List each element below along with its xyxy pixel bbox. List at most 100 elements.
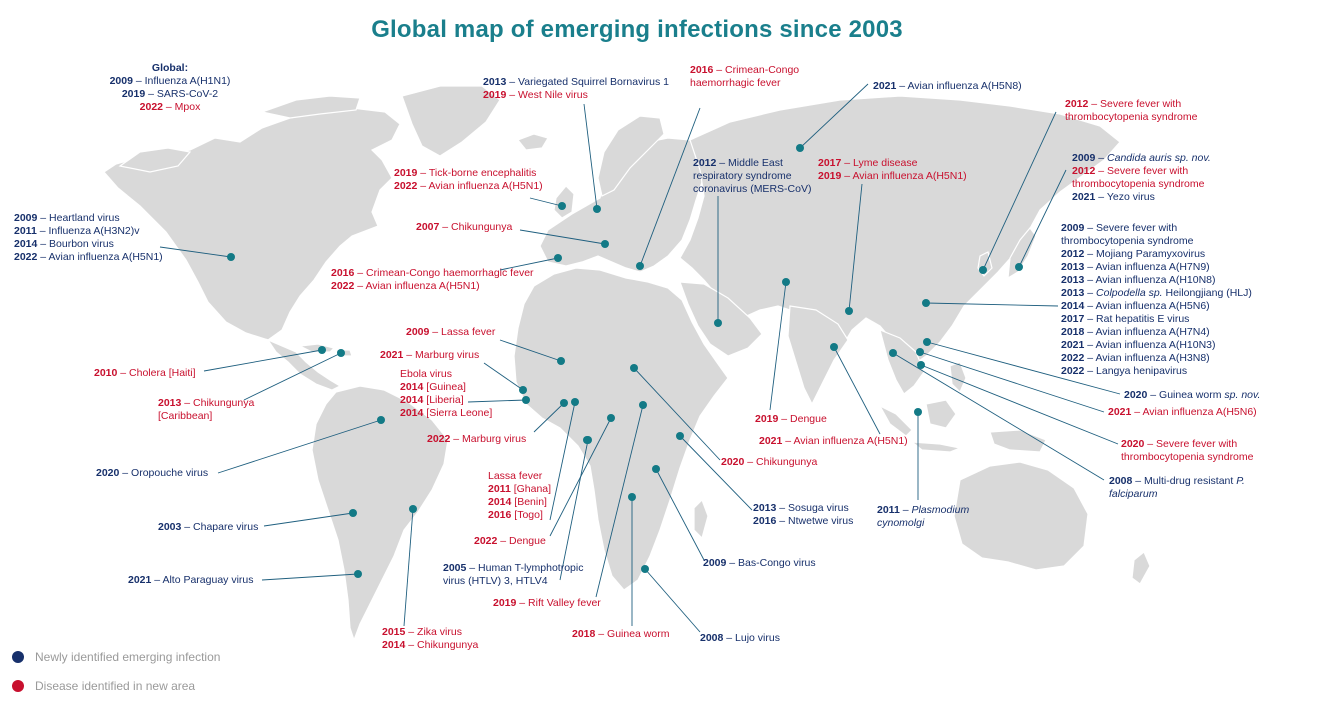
annotation-year: 2020 bbox=[1124, 389, 1148, 401]
annotation-mers: 2012 – Middle East respiratory syndrome co… bbox=[693, 157, 811, 196]
location-dot-ebola bbox=[522, 396, 530, 404]
annotation-year: 2009 bbox=[406, 326, 430, 338]
annotation-text: [Liberia] bbox=[423, 394, 464, 406]
annotation-guinea-worm-2020: 2020 – Guinea worm sp. nov. bbox=[1124, 389, 1260, 402]
annotation-line: 2013 – Variegated Squirrel Bornavirus 1 bbox=[483, 76, 669, 89]
leader-line-chapare bbox=[263, 512, 354, 527]
annotation-haiti: 2010 – Cholera [Haiti] bbox=[94, 367, 196, 380]
annotation-year: 2016 bbox=[690, 64, 714, 76]
annotation-usa: 2009 – Heartland virus 2011 – Influenza A… bbox=[14, 212, 163, 264]
annotation-text: virus (HTLV) 3, HTLV4 bbox=[443, 575, 548, 587]
annotation-text: – Alto Paraguay virus bbox=[151, 574, 254, 586]
annotation-line: 2020 – Oropouche virus bbox=[96, 467, 208, 480]
annotation-text: – Avian influenza A(H5N6) bbox=[1084, 300, 1210, 312]
annotation-dengue-2019: 2019 – Dengue bbox=[755, 413, 827, 426]
annotation-line: 2021 – Avian influenza A(H5N6) bbox=[1108, 406, 1257, 419]
annotation-line: 2009 – Bas-Congo virus bbox=[703, 557, 816, 570]
annotation-line: 2014 – Chikungunya bbox=[382, 639, 478, 652]
annotation-text: – Dengue bbox=[497, 535, 546, 547]
annotation-text: – Avian influenza A(H5N1) bbox=[37, 251, 163, 263]
location-dot-china bbox=[922, 299, 930, 307]
location-dot-cchf-2016 bbox=[636, 262, 644, 270]
annotation-text: – Avian influenza A(H5N1) bbox=[841, 170, 967, 182]
annotation-text: – Severe fever with bbox=[1144, 438, 1238, 450]
annotation-year: 2019 bbox=[394, 167, 418, 179]
annotation-text: – Avian influenza A(H10N3) bbox=[1084, 339, 1216, 351]
annotation-spain: 2016 – Crimean-Congo haemorrhagic fever 2… bbox=[331, 267, 534, 293]
annotation-text: haemorrhagic fever bbox=[690, 77, 781, 89]
annotation-line: 2009 – Candida auris sp. nov. bbox=[1072, 152, 1211, 165]
annotation-year: 2003 bbox=[158, 521, 182, 533]
java bbox=[910, 441, 963, 453]
annotation-text: – Bas-Congo virus bbox=[726, 557, 816, 569]
annotation-line: 2008 – Lujo virus bbox=[700, 632, 780, 645]
annotation-line: respiratory syndrome bbox=[693, 170, 811, 183]
annotation-marburg-2022: 2022 – Marburg virus bbox=[427, 433, 526, 446]
annotation-text: respiratory syndrome bbox=[693, 170, 792, 182]
location-dot-plasmodium bbox=[914, 408, 922, 416]
annotation-year: 2022 bbox=[427, 433, 451, 445]
annotation-text: – Chapare virus bbox=[181, 521, 259, 533]
new-zealand bbox=[1131, 551, 1151, 585]
annotation-text: [Sierra Leone] bbox=[423, 407, 493, 419]
location-dot-h5n1-2021 bbox=[830, 343, 838, 351]
annotation-sfts-2020: 2020 – Severe fever with thrombocytopenia… bbox=[1121, 438, 1254, 464]
annotation-line: 2020 – Guinea worm sp. nov. bbox=[1124, 389, 1260, 402]
annotation-year: 2016 bbox=[331, 267, 355, 279]
indochina bbox=[879, 328, 925, 395]
annotation-line: thrombocytopenia syndrome bbox=[1121, 451, 1254, 464]
location-dot-haiti bbox=[318, 346, 326, 354]
annotation-text: Ebola virus bbox=[400, 368, 452, 380]
annotation-year: 2017 bbox=[1061, 313, 1085, 325]
annotation-line: 2022 – Mpox bbox=[100, 101, 240, 114]
annotation-text: thrombocytopenia syndrome bbox=[1061, 235, 1194, 247]
annotation-text: thrombocytopenia syndrome bbox=[1121, 451, 1254, 463]
annotation-line: 2012 – Middle East bbox=[693, 157, 811, 170]
annotation-year: 2014 bbox=[400, 381, 424, 393]
annotation-h5n8: 2021 – Avian influenza A(H5N8) bbox=[873, 80, 1022, 93]
annotation-year: 2014 bbox=[14, 238, 38, 250]
annotation-lassa: Lassa fever 2011 [Ghana] 2014 [Benin] 2016 … bbox=[488, 470, 551, 522]
leader-line-japan bbox=[1018, 169, 1067, 268]
leader-line-htlv bbox=[559, 439, 589, 581]
iceland bbox=[517, 133, 549, 151]
annotation-line: Ebola virus bbox=[400, 368, 492, 381]
leader-line-chik-2020 bbox=[633, 367, 721, 461]
location-dot-sosuga bbox=[676, 432, 684, 440]
south-america bbox=[311, 385, 449, 642]
location-dot-zika bbox=[409, 505, 417, 513]
annotation-year: 2020 bbox=[721, 456, 745, 468]
leader-line-mdr bbox=[892, 352, 1105, 481]
annotation-year: 2021 bbox=[128, 574, 152, 586]
annotation-year: 2009 bbox=[109, 75, 133, 87]
annotation-year: 2012 bbox=[1065, 98, 1089, 110]
annotation-line: 2016 – Crimean-Congo bbox=[690, 64, 799, 77]
annotation-year: 2010 bbox=[94, 367, 118, 379]
annotation-text: – Avian influenza A(H7N9) bbox=[1084, 261, 1210, 273]
location-dot-caribbean bbox=[337, 349, 345, 357]
location-dot-dengue-2019 bbox=[782, 278, 790, 286]
annotation-year: 2013 bbox=[483, 76, 507, 88]
location-dot-sfts-2020 bbox=[917, 361, 925, 369]
annotation-year: 2021 bbox=[873, 80, 897, 92]
leader-line-spain bbox=[499, 257, 559, 271]
annotation-text: – Bourbon virus bbox=[37, 238, 114, 250]
central-america bbox=[266, 338, 342, 391]
annotation-year: 2009 bbox=[14, 212, 38, 224]
annotation-text: [Ghana] bbox=[510, 483, 552, 495]
annotation-lyme: 2017 – Lyme disease 2019 – Avian influenz… bbox=[818, 157, 967, 183]
annotation-line: thrombocytopenia syndrome bbox=[1065, 111, 1198, 124]
annotation-line: 2014 [Sierra Leone] bbox=[400, 407, 492, 420]
annotation-line: cynomolgi bbox=[877, 517, 969, 530]
annotation-line: 2013 – Colpodella sp. Heilongjiang (HLJ) bbox=[1061, 287, 1252, 300]
location-dot-mers bbox=[714, 319, 722, 327]
annotation-line: 2009 – Influenza A(H1N1) bbox=[100, 75, 240, 88]
annotation-text: – Avian influenza A(H5N8) bbox=[896, 80, 1022, 92]
annotation-japan: 2009 – Candida auris sp. nov. 2012 – Seve… bbox=[1072, 152, 1211, 204]
legend: Newly identified emerging infection Dise… bbox=[12, 650, 220, 708]
annotation-text: – Severe fever with bbox=[1088, 98, 1182, 110]
annotation-year: 2011 bbox=[14, 225, 37, 237]
madagascar bbox=[693, 498, 709, 540]
leader-line-haiti bbox=[203, 349, 323, 372]
annotation-line: 2010 – Cholera [Haiti] bbox=[94, 367, 196, 380]
